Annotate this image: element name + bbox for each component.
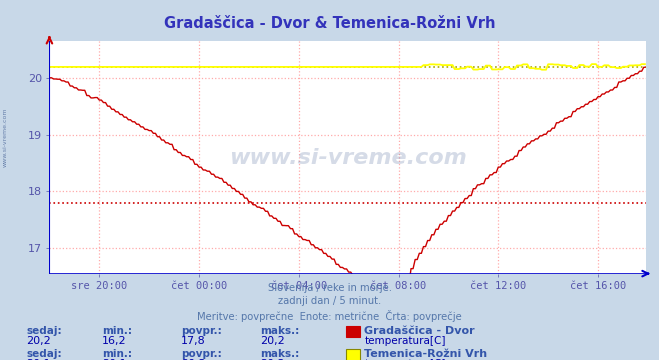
Text: Temenica-Rožni Vrh: Temenica-Rožni Vrh — [364, 349, 488, 359]
Text: maks.:: maks.: — [260, 349, 300, 359]
Text: 20,1: 20,1 — [26, 359, 51, 360]
Text: 20,2: 20,2 — [260, 359, 285, 360]
Text: maks.:: maks.: — [260, 326, 300, 336]
Text: www.si-vreme.com: www.si-vreme.com — [3, 107, 8, 167]
Text: 20,2: 20,2 — [26, 336, 51, 346]
Text: sedaj:: sedaj: — [26, 349, 62, 359]
Text: povpr.:: povpr.: — [181, 326, 222, 336]
Text: 17,8: 17,8 — [181, 336, 206, 346]
Text: sedaj:: sedaj: — [26, 326, 62, 336]
Text: Gradaščica - Dvor & Temenica-Rožni Vrh: Gradaščica - Dvor & Temenica-Rožni Vrh — [163, 16, 496, 31]
Text: Meritve: povprečne  Enote: metrične  Črta: povprečje: Meritve: povprečne Enote: metrične Črta:… — [197, 310, 462, 322]
Text: 20,2: 20,2 — [260, 336, 285, 346]
Text: min.:: min.: — [102, 349, 132, 359]
Text: Gradaščica - Dvor: Gradaščica - Dvor — [364, 326, 475, 336]
Text: 16,2: 16,2 — [102, 336, 127, 346]
Text: povpr.:: povpr.: — [181, 349, 222, 359]
Text: temperatura[C]: temperatura[C] — [364, 359, 446, 360]
Text: zadnji dan / 5 minut.: zadnji dan / 5 minut. — [278, 296, 381, 306]
Text: 20,2: 20,2 — [181, 359, 206, 360]
Text: min.:: min.: — [102, 326, 132, 336]
Text: temperatura[C]: temperatura[C] — [364, 336, 446, 346]
Text: Slovenija / reke in morje.: Slovenija / reke in morje. — [268, 283, 391, 293]
Text: 20,1: 20,1 — [102, 359, 127, 360]
Text: www.si-vreme.com: www.si-vreme.com — [229, 148, 467, 167]
